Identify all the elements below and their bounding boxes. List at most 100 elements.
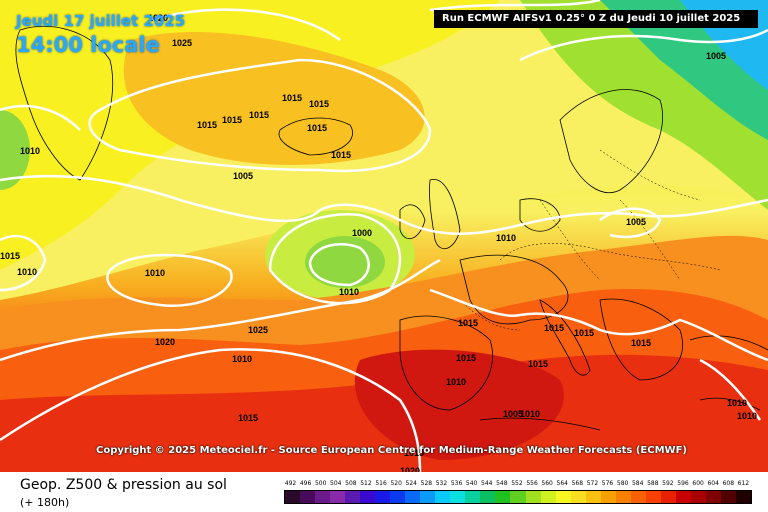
scale-label: 504 [330,480,342,487]
pressure-label: 1015 [0,251,20,261]
isobar-1005-west [0,234,47,292]
pressure-label: 1010 [20,146,40,156]
scale-swatch [300,491,316,503]
isobar-1015-mid [0,174,768,235]
isobar-1025-top [429,0,601,12]
scale-label: 540 [465,480,478,487]
scale-label: 568 [571,480,584,487]
scale-swatch [690,491,706,503]
scale-swatch [360,491,376,503]
scale-label: 512 [360,480,372,487]
scale-label: 548 [496,480,508,487]
pressure-label: 1015 [307,123,327,133]
scale-swatch [555,491,571,503]
field-green-west [0,110,30,190]
pressure-label: 1005 [503,409,523,419]
scale-swatch [735,491,751,503]
pressure-label: 1015 [544,323,564,333]
scale-label: 576 [601,480,614,487]
scale-swatch [330,491,346,503]
scale-swatch [630,491,646,503]
scale-swatch [480,491,496,503]
coastlines [15,25,768,431]
pressure-label: 1015 [456,353,476,363]
pressure-label: 1015 [574,328,594,338]
pressure-label: 1010 [17,267,37,277]
pressure-label: 1020 [155,337,175,347]
scale-label: 572 [586,480,599,487]
scale-swatch [540,491,556,503]
scale-label: 612 [737,480,750,487]
scale-label: 544 [481,480,493,487]
scale-label: 500 [314,480,327,487]
isobar-1020-north [149,8,341,42]
isobar-1000-low [308,243,370,287]
scale-label: 492 [284,480,297,487]
pressure-label: 1015 [309,99,329,109]
pressure-label: 1020 [148,13,168,23]
pressure-label: 1015 [528,359,548,369]
scale-swatch [435,491,451,503]
pressure-label: 1015 [282,93,302,103]
pressure-label: 1015 [238,413,258,423]
scale-label: 588 [647,480,659,487]
color-scale-labels: 492 496 500 504 508 512 516 520 524 528 532 536 540 5… [284,480,752,490]
scale-label: 552 [511,480,523,487]
isobar-1010-sw [106,253,233,308]
color-scale-bar [284,490,752,504]
scale-swatch [315,491,331,503]
scale-swatch [495,491,511,503]
pressure-label: 1010 [520,409,540,419]
scale-swatch [720,491,736,503]
forecast-date: Jeudi 17 juillet 2025 [16,12,186,30]
scale-swatch [585,491,601,503]
scale-label: 608 [722,480,735,487]
isobar-1005-central [599,207,662,239]
pressure-label: 1010 [145,268,165,278]
scale-label: 528 [420,480,433,487]
isobar-1005-low [268,213,402,305]
pressure-label: 1000 [352,228,372,238]
scale-label: 508 [345,480,357,487]
pressure-label: 1015 [331,150,351,160]
pressure-label: 1005 [233,171,253,181]
scale-swatch [450,491,466,503]
scale-label: 596 [677,480,689,487]
country-borders [459,149,721,331]
pressure-label: 1020 [400,466,420,472]
footer-title: Geop. Z500 & pression au sol [20,477,227,493]
isobar-1015-south [0,258,441,362]
scale-label: 520 [390,480,402,487]
pressure-label: 1005 [706,51,726,61]
scale-swatch [465,491,481,503]
scale-label: 524 [405,480,417,487]
scale-label: 516 [375,480,387,487]
run-banner: Run ECMWF AIFSv1 0.25° 0 Z du Jeudi 10 j… [434,10,758,28]
scale-label: 564 [556,480,568,487]
scale-label: 584 [631,480,644,487]
pressure-label: 1010 [737,411,757,421]
pressure-label: 1025 [172,38,192,48]
scale-swatch [405,491,421,503]
isobar-1010-west [0,104,81,131]
scale-swatch [570,491,586,503]
copyright-text: Copyright © 2025 Meteociel.fr - Source E… [96,445,687,456]
pressure-label: 1010 [339,287,359,297]
scale-label: 560 [541,480,553,487]
scale-swatch [375,491,391,503]
pressure-label: 1010 [496,233,516,243]
isobar-1015-europe [429,288,768,362]
pressure-label: 1010 [232,354,252,364]
scale-swatch [600,491,616,503]
pressure-label: 1015 [197,120,217,130]
isobar-1010-ne [519,28,768,62]
weather-map: 1020 1025 1015 1015 1015 1015 1015 1015 1010 1015… [0,0,768,472]
pressure-labels: 1020 1025 1015 1015 1015 1015 1015 1015 1010 1015… [0,13,757,472]
pressure-label: 1015 [249,110,269,120]
pressure-label: 1015 [222,115,242,125]
map-svg: 1020 1025 1015 1015 1015 1015 1015 1015 1010 1015… [0,0,768,472]
pressure-label: 1005 [626,217,646,227]
scale-swatch [510,491,526,503]
isobar-1015-north [88,58,432,173]
scale-label: 604 [707,480,719,487]
